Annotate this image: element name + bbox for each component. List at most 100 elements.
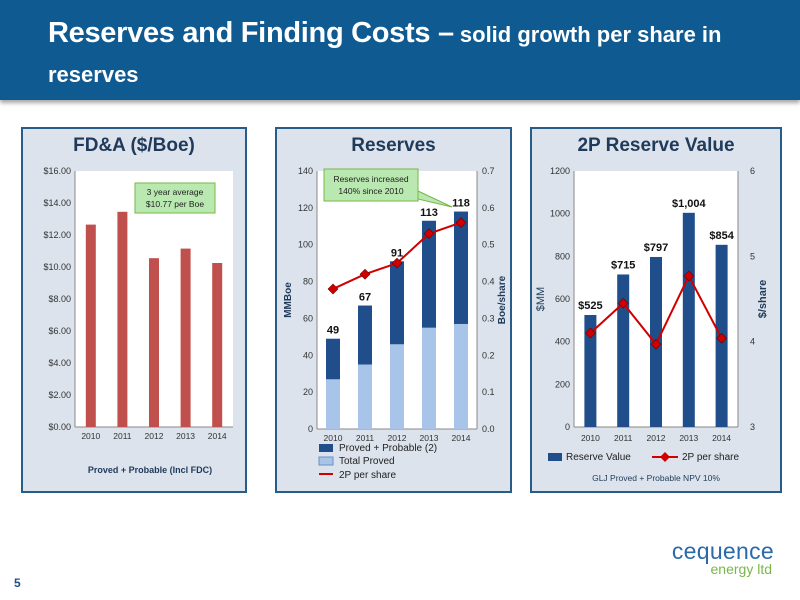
bar-reserve-value [584, 315, 597, 427]
x-tick-label: 2014 [712, 433, 731, 443]
point-2p-per-share [423, 228, 435, 240]
reserve-value-title: 2P Reserve Value [577, 135, 735, 156]
bar-total-proved [422, 327, 436, 429]
data-label: $797 [644, 242, 668, 254]
point-2p-per-share [585, 327, 596, 339]
data-label: 113 [420, 207, 438, 219]
x-tick-label: 2011 [614, 433, 633, 443]
x-tick-label: 2010 [81, 431, 100, 441]
point-2p-per-share [359, 268, 371, 280]
legend-swatch-total-proved [318, 456, 334, 466]
reserve-value-chart: 0 200 400 600 800 1000 1200 3 4 5 6 $MM $/share $525 2… [535, 166, 769, 483]
y-tick-label: 0 [565, 422, 570, 432]
x-tick-label: 2013 [679, 433, 698, 443]
reserve-value-panel: 2P Reserve Value 0 200 400 600 800 1000 1200 3 4… [530, 127, 782, 493]
y-right-tick-label: 0.2 [482, 350, 495, 360]
data-label: $715 [611, 259, 635, 271]
fda-chart: $0.00 $2.00 $4.00 $6.00 $8.00 $10.00 $12.00 $14… [43, 166, 233, 475]
y-tick-label: $0.00 [48, 422, 71, 432]
x-tick-label: 2013 [176, 431, 195, 441]
y-tick-label: $16.00 [43, 166, 71, 176]
y-right-tick-label: 0.0 [482, 424, 495, 434]
bar [85, 224, 96, 427]
data-label: 49 [327, 325, 339, 337]
bar-reserve-value [682, 212, 695, 427]
legend-label: 2P per share [339, 470, 397, 481]
y-right-tick-label: 6 [750, 166, 755, 176]
point-2p-per-share [391, 257, 403, 269]
legend-label: Proved + Probable (2) [339, 443, 437, 454]
reserves-chart: 0 20 40 60 80 100 120 140 0.0 0.1 0.2 0.3 0.4 0.5 0.6 0… [283, 166, 508, 481]
y-tick-label: $6.00 [48, 326, 71, 336]
bar [212, 263, 223, 427]
x-tick-label: 2011 [356, 433, 375, 443]
logo-sub-text: energy ltd [710, 561, 772, 577]
y-tick-label: 20 [303, 387, 313, 397]
data-label: $1,004 [672, 198, 707, 210]
y-right-tick-label: 3 [750, 422, 755, 432]
legend-label: Reserve Value [566, 452, 631, 463]
point-2p-per-share [617, 297, 629, 309]
y-tick-label: $8.00 [48, 294, 71, 304]
page-number: 5 [14, 576, 21, 590]
y-tick-label: $4.00 [48, 358, 71, 368]
data-label: 91 [391, 247, 403, 259]
y-tick-label: 120 [298, 203, 313, 213]
point-2p-per-share [683, 270, 695, 282]
y-right-tick-label: 0.3 [482, 313, 495, 323]
x-tick-label: 2011 [113, 431, 132, 441]
data-label: 67 [359, 292, 371, 304]
data-label: $854 [709, 230, 734, 242]
reserves-title: Reserves [351, 135, 436, 156]
x-tick-label: 2012 [647, 433, 666, 443]
x-tick-label: 2014 [452, 433, 471, 443]
x-tick-label: 2010 [324, 433, 343, 443]
y-right-axis-title: $/share [757, 280, 769, 319]
annotation-line: Reserves increased [333, 174, 408, 184]
x-tick-label: 2013 [420, 433, 439, 443]
y-tick-label: 40 [303, 350, 313, 360]
y-axis-title: MMBoe [283, 282, 294, 318]
chart-footer: Proved + Probable (Incl FDC) [88, 465, 212, 475]
y-right-tick-label: 0.5 [482, 240, 495, 250]
x-tick-label: 2012 [388, 433, 407, 443]
y-tick-label: 0 [308, 424, 313, 434]
y-tick-label: 1200 [550, 166, 570, 176]
point-2p-per-share [716, 332, 727, 344]
bar-reserve-value [617, 274, 630, 427]
y-tick-label: 140 [298, 166, 313, 176]
y-tick-label: 200 [555, 379, 570, 389]
annotation-line: 140% since 2010 [338, 186, 403, 196]
fda-title: FD&A ($/Boe) [73, 135, 195, 156]
y-tick-label: 100 [298, 240, 313, 250]
y-tick-label: 60 [303, 313, 313, 323]
y-tick-label: $2.00 [48, 390, 71, 400]
fda-panel: FD&A ($/Boe) $0.00 $2.00 $4.00 $6.00 $8.00 $1… [21, 127, 247, 493]
page-title: Reserves and Finding Costs – solid growt… [48, 14, 748, 94]
y-right-tick-label: 0.1 [482, 387, 495, 397]
header-bar: Reserves and Finding Costs – solid growt… [0, 0, 800, 100]
y-tick-label: $10.00 [43, 262, 71, 272]
bar [117, 211, 128, 427]
y-tick-label: $12.00 [43, 230, 71, 240]
data-label: 118 [452, 198, 470, 210]
legend-marker-2p-per-share [660, 452, 670, 462]
y-tick-label: 600 [555, 294, 570, 304]
bar-total-proved [390, 344, 404, 429]
y-tick-label: 400 [555, 337, 570, 347]
y-right-tick-label: 0.6 [482, 203, 495, 213]
y-tick-label: $14.00 [43, 198, 71, 208]
annotation-line: 3 year average [147, 187, 204, 197]
legend-label: Total Proved [339, 456, 395, 467]
y-right-axis-title: Boe/share [497, 275, 508, 324]
y-right-tick-label: 5 [750, 251, 755, 261]
title-main: Reserves and Finding Costs – [48, 17, 454, 49]
annotation-box [134, 182, 216, 214]
annotation-box [323, 168, 419, 202]
legend-swatch-reserve-value [548, 453, 562, 461]
y-right-tick-label: 0.7 [482, 166, 495, 176]
y-right-tick-label: 4 [750, 337, 755, 347]
title-sub: solid growth per share in reserves [48, 22, 722, 87]
y-tick-label: 800 [555, 251, 570, 261]
legend-swatch-proved-probable [319, 444, 333, 452]
